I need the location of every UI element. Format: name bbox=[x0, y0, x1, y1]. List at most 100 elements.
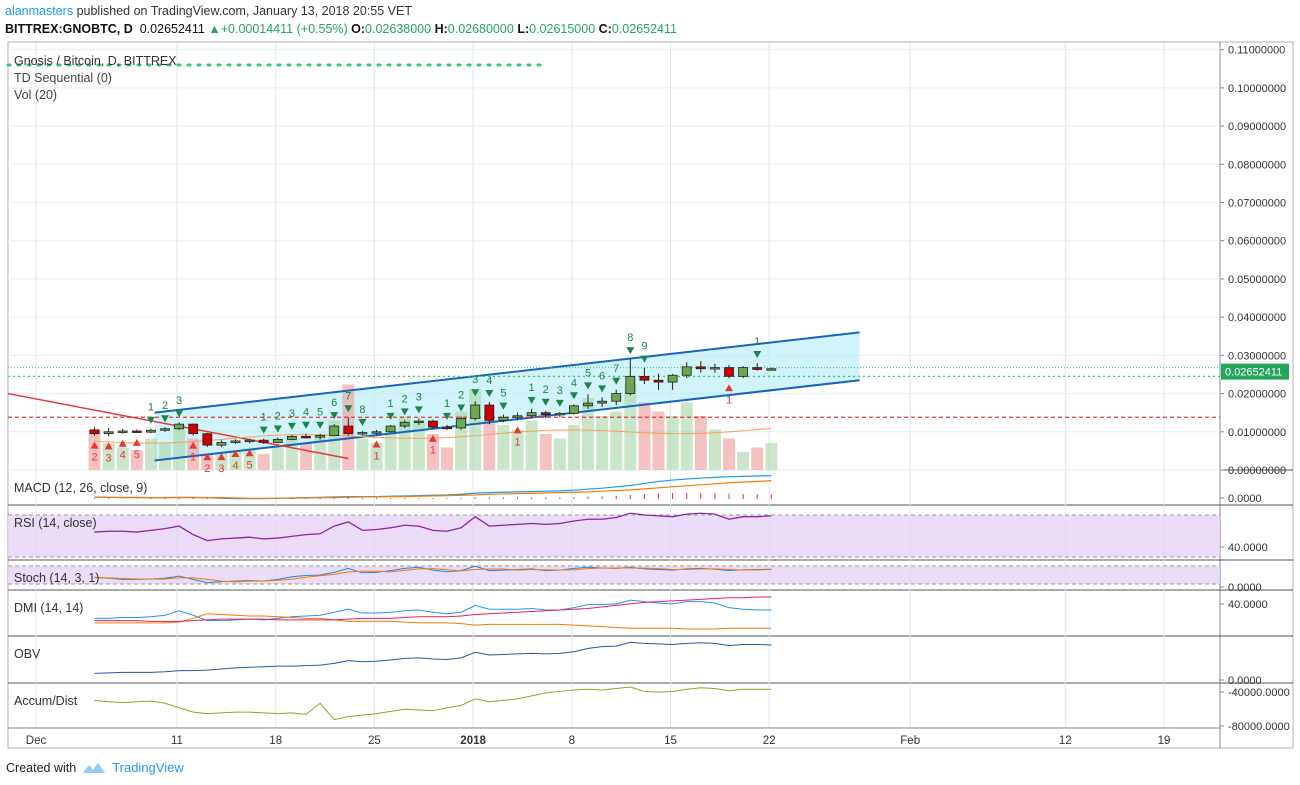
td-sell-setup-marker bbox=[175, 410, 184, 418]
candle-body bbox=[385, 425, 396, 433]
candle bbox=[695, 361, 706, 373]
candle bbox=[315, 433, 326, 440]
candle-body bbox=[512, 415, 523, 418]
candle bbox=[89, 427, 100, 436]
td-count-label: 1 bbox=[754, 336, 760, 348]
candle-body bbox=[230, 440, 241, 443]
candle bbox=[639, 367, 650, 385]
volume-bar bbox=[102, 443, 115, 470]
td-buy-setup-marker bbox=[231, 450, 240, 458]
td-sell-setup-marker bbox=[161, 415, 170, 423]
volume-bar bbox=[130, 450, 143, 470]
y-tick-label: 0.05000000 bbox=[1228, 274, 1286, 286]
candle bbox=[540, 410, 551, 419]
candle-body bbox=[287, 435, 297, 440]
accum-dist-label: Accum/Dist bbox=[14, 694, 78, 708]
td-count-label: 4 bbox=[120, 450, 126, 462]
td-count-label: 1 bbox=[529, 382, 535, 394]
candle-body bbox=[667, 374, 678, 383]
candle bbox=[413, 418, 424, 425]
x-tick-label: 15 bbox=[664, 735, 677, 747]
candle-body bbox=[554, 413, 565, 416]
td-count-label: 1 bbox=[388, 398, 394, 410]
td-sell-setup-marker bbox=[316, 421, 325, 429]
volume-bar bbox=[596, 416, 609, 470]
candle-body bbox=[442, 426, 452, 430]
volume-bar bbox=[652, 411, 665, 470]
candle bbox=[752, 363, 763, 371]
td-buy-setup-marker bbox=[513, 426, 522, 434]
volume-bar bbox=[229, 450, 242, 470]
dmi-tick-label: 40.0000 bbox=[1228, 599, 1268, 611]
tradingview-link[interactable]: TradingView bbox=[112, 760, 184, 775]
y-tick-label: 0.09000000 bbox=[1228, 121, 1286, 133]
td-count-label: 2 bbox=[402, 393, 408, 405]
td-sell-setup-marker bbox=[640, 355, 649, 363]
td-count-label: 5 bbox=[317, 407, 323, 419]
dmi-label: DMI (14, 14) bbox=[14, 601, 83, 615]
td-count-label: 2 bbox=[543, 384, 549, 396]
x-tick-label: Dec bbox=[26, 735, 47, 747]
td-count-label: 7 bbox=[613, 363, 619, 375]
candle bbox=[583, 394, 593, 409]
candle bbox=[131, 429, 142, 433]
candle-body bbox=[357, 432, 368, 435]
high-label: H: bbox=[434, 22, 448, 36]
candle-body bbox=[752, 367, 763, 370]
x-tick-label: 2018 bbox=[460, 735, 486, 747]
y-tick-label: 0.03000000 bbox=[1228, 350, 1286, 362]
candle bbox=[343, 417, 354, 436]
candle-body bbox=[399, 421, 410, 427]
td-count-label: 3 bbox=[557, 385, 563, 397]
candle bbox=[597, 397, 608, 407]
high-value: 0.02680000 bbox=[447, 22, 514, 36]
td-sell-setup-marker bbox=[302, 421, 311, 429]
volume-bar bbox=[398, 416, 411, 470]
footer: Created with TradingView bbox=[6, 760, 184, 775]
candle bbox=[512, 412, 523, 421]
candle-body bbox=[301, 435, 311, 439]
y-tick-label: 0.07000000 bbox=[1228, 198, 1286, 210]
x-tick-label: 22 bbox=[763, 735, 776, 747]
td-buy-setup-marker bbox=[203, 453, 212, 461]
td-count-label: 1 bbox=[726, 394, 732, 406]
td-sell-setup-marker bbox=[499, 402, 508, 410]
td-sell-setup-marker bbox=[471, 389, 480, 397]
y-tick-label: 0.00000000 bbox=[1228, 465, 1286, 477]
candle bbox=[202, 432, 213, 448]
td-sell-setup-marker bbox=[541, 398, 550, 406]
td-buy-setup-marker bbox=[428, 434, 437, 442]
candle-body bbox=[216, 442, 227, 446]
author-link[interactable]: alanmasters bbox=[5, 4, 74, 18]
candle-body bbox=[583, 402, 593, 407]
candle bbox=[103, 427, 114, 437]
td-count-label: 5 bbox=[500, 388, 506, 400]
td-count-label: 3 bbox=[106, 452, 112, 464]
volume-bar bbox=[144, 438, 157, 470]
candle bbox=[526, 408, 537, 419]
td-buy-setup-marker bbox=[132, 438, 141, 446]
volume-bar bbox=[694, 416, 707, 470]
td-sell-setup-marker bbox=[400, 408, 409, 416]
x-tick-label: 18 bbox=[269, 735, 282, 747]
td-sell-setup-marker bbox=[259, 426, 268, 434]
candle bbox=[272, 437, 283, 444]
open-label: O: bbox=[351, 22, 366, 36]
candle-body bbox=[738, 367, 749, 377]
symbol-label: BITTREX:GNOBTC, D bbox=[5, 22, 133, 36]
y-tick-label: 0.06000000 bbox=[1228, 236, 1286, 248]
volume-bar bbox=[441, 447, 454, 470]
td-buy-setup-marker bbox=[104, 442, 113, 450]
candle bbox=[724, 364, 734, 379]
candle bbox=[710, 363, 720, 373]
candle bbox=[766, 367, 777, 371]
td-sell-setup-marker bbox=[358, 419, 367, 427]
volume-bar bbox=[469, 389, 482, 470]
td-count-label: 1 bbox=[430, 445, 436, 457]
volume-bar bbox=[708, 429, 721, 470]
td-count-label: 2 bbox=[275, 411, 281, 423]
volume-bar bbox=[666, 416, 679, 470]
candle bbox=[653, 373, 664, 390]
candle-body bbox=[695, 366, 706, 370]
